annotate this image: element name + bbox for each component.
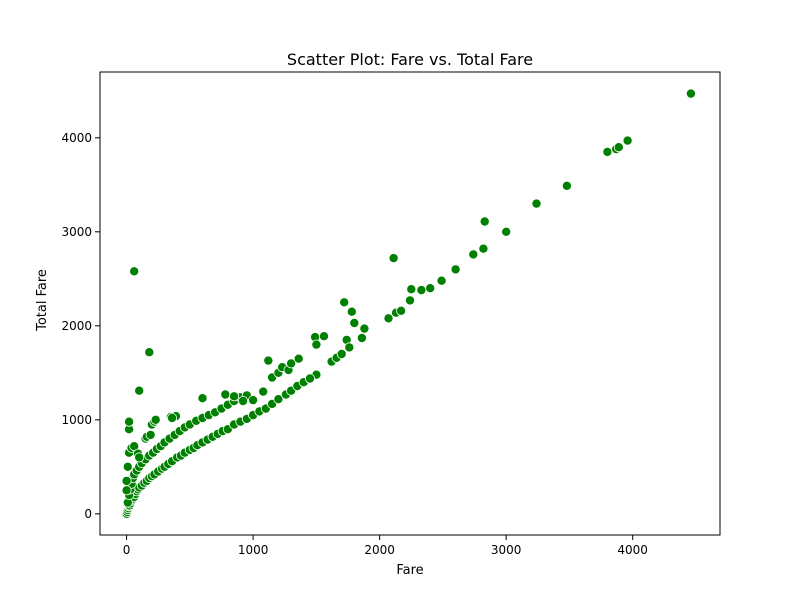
data-point-99 bbox=[197, 393, 208, 404]
y-tick-label-3000: 3000 bbox=[61, 225, 92, 239]
x-tick-label-0: 0 bbox=[123, 543, 131, 557]
points-layer bbox=[121, 88, 696, 519]
data-point-129 bbox=[383, 313, 394, 324]
data-point-119 bbox=[339, 297, 350, 308]
data-point-103 bbox=[248, 395, 259, 406]
data-point-143 bbox=[531, 198, 542, 209]
data-point-137 bbox=[436, 275, 447, 286]
data-point-95 bbox=[150, 414, 161, 425]
data-point-135 bbox=[416, 285, 427, 296]
y-tick-label-4000: 4000 bbox=[61, 131, 92, 145]
axes-layer: 0 1000 2000 3000 4000 0 1000 2000 3000 4000 bbox=[61, 71, 721, 557]
data-point-89 bbox=[134, 452, 145, 463]
data-point-124 bbox=[356, 332, 367, 343]
data-point-101 bbox=[229, 391, 240, 402]
data-point-98 bbox=[167, 412, 178, 423]
data-point-128 bbox=[144, 347, 155, 358]
data-point-133 bbox=[404, 295, 415, 306]
data-point-126 bbox=[129, 266, 140, 277]
data-point-121 bbox=[344, 342, 355, 353]
data-point-105 bbox=[263, 355, 274, 366]
y-tick-label-1000: 1000 bbox=[61, 413, 92, 427]
data-point-114 bbox=[311, 339, 322, 350]
data-point-85 bbox=[124, 416, 135, 427]
data-point-82 bbox=[122, 461, 133, 472]
data-point-122 bbox=[346, 306, 357, 317]
data-point-92 bbox=[145, 429, 156, 440]
y-axis-label: Total Fare bbox=[35, 269, 50, 332]
data-point-138 bbox=[450, 264, 461, 275]
chart-title: Scatter Plot: Fare vs. Total Fare bbox=[287, 50, 533, 69]
data-point-81 bbox=[121, 475, 132, 486]
data-point-115 bbox=[318, 331, 329, 342]
x-axis-label: Fare bbox=[396, 563, 423, 578]
data-point-104 bbox=[258, 386, 269, 397]
x-tick-label-2000: 2000 bbox=[364, 543, 395, 557]
data-point-145 bbox=[602, 146, 613, 157]
data-point-80 bbox=[121, 485, 132, 496]
data-point-123 bbox=[349, 317, 360, 328]
plot-frame bbox=[99, 71, 721, 536]
data-point-132 bbox=[396, 305, 407, 316]
data-point-144 bbox=[561, 180, 572, 191]
data-point-127 bbox=[134, 385, 145, 396]
data-point-111 bbox=[293, 353, 304, 364]
data-point-147 bbox=[613, 142, 624, 153]
x-tick-label-1000: 1000 bbox=[238, 543, 269, 557]
data-point-140 bbox=[478, 243, 489, 254]
data-point-142 bbox=[501, 226, 512, 237]
data-point-130 bbox=[388, 253, 399, 264]
data-point-149 bbox=[685, 88, 696, 99]
y-tick-label-2000: 2000 bbox=[61, 319, 92, 333]
x-tick-label-4000: 4000 bbox=[617, 543, 648, 557]
data-point-141 bbox=[479, 216, 490, 227]
data-point-148 bbox=[622, 135, 633, 146]
data-point-125 bbox=[359, 323, 370, 334]
data-point-136 bbox=[425, 283, 436, 294]
x-tick-label-3000: 3000 bbox=[491, 543, 522, 557]
data-point-112 bbox=[304, 373, 315, 384]
y-tick-label-0: 0 bbox=[84, 507, 92, 521]
data-point-110 bbox=[286, 358, 297, 369]
data-point-134 bbox=[406, 284, 417, 295]
data-point-139 bbox=[468, 249, 479, 260]
data-point-44 bbox=[273, 394, 284, 405]
data-point-100 bbox=[220, 389, 231, 400]
data-point-102 bbox=[237, 395, 248, 406]
data-point-118 bbox=[336, 348, 347, 359]
